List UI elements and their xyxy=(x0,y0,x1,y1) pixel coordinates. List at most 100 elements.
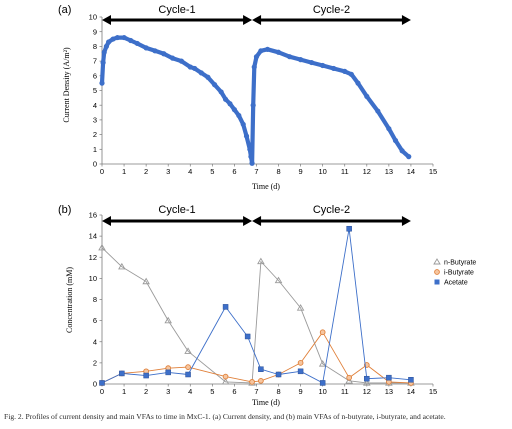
panel-b-x-tick-label: 12 xyxy=(363,387,371,396)
current-density-data-point xyxy=(375,108,381,114)
current-density-data-point xyxy=(103,43,110,50)
acetate-data-point xyxy=(319,380,326,386)
panel-a-y-tick-label: 8 xyxy=(93,42,97,51)
panel-a-y-tick-label: 1 xyxy=(93,145,97,154)
current-density-data-point xyxy=(331,65,337,72)
current-density-data-point xyxy=(342,68,348,74)
i-butyrate-data-point xyxy=(319,329,326,336)
n-butyrate-data-point xyxy=(118,262,126,270)
panel-a-y-tick-label: 7 xyxy=(93,57,97,66)
panel-b-cycle-label-2: Cycle-2 xyxy=(313,204,350,216)
current-density-data-point xyxy=(247,146,253,152)
panel-a-x-tick-label: 10 xyxy=(318,167,326,176)
n-butyrate-data-point xyxy=(318,360,327,367)
acetate-data-point xyxy=(165,369,171,376)
panel-a-x-tick-label: 7 xyxy=(254,167,258,176)
cycle-arrow-head-right xyxy=(243,216,253,226)
panel-b-x-tick-label: 1 xyxy=(122,387,126,396)
i-butyrate-data-point xyxy=(249,379,255,385)
current-density-data-point xyxy=(309,59,315,66)
current-density-data-point xyxy=(205,74,211,80)
current-density-data-point xyxy=(99,80,105,86)
current-density-data-point xyxy=(298,57,304,63)
panel-a-x-tick-label: 5 xyxy=(210,167,214,176)
acetate-data-point xyxy=(386,374,392,381)
panel-a-x-tick-label: 14 xyxy=(407,167,415,176)
panel-a-y-tick-label: 0 xyxy=(93,160,97,169)
panel-b-x-tick-label: 3 xyxy=(166,387,170,396)
current-density-data-point xyxy=(222,96,229,102)
current-density-data-point xyxy=(152,48,158,54)
current-density-data-point xyxy=(170,55,176,61)
current-density-data-point xyxy=(218,89,224,95)
panel-a-x-tick-label: 11 xyxy=(341,167,349,176)
n-butyrate-data-point xyxy=(98,243,106,251)
current-density-data-point xyxy=(100,59,106,66)
panel-a-x-tick-label: 3 xyxy=(166,167,170,176)
current-density-data-point xyxy=(258,48,264,54)
panel-b-x-tick-label: 5 xyxy=(210,387,214,396)
acetate-data-point xyxy=(119,370,125,377)
current-density-data-point xyxy=(264,46,271,52)
panel-b-y-tick-label: 10 xyxy=(89,274,97,283)
current-density-data-point xyxy=(106,39,112,45)
acetate-data-point xyxy=(275,371,282,378)
current-density-data-point xyxy=(392,137,399,144)
current-density-data-point xyxy=(240,121,246,127)
i-butyrate-data-point xyxy=(222,373,229,380)
n-butyrate-data-point xyxy=(363,379,371,386)
panel-b-x-tick-label: 13 xyxy=(385,387,393,396)
current-density-data-point xyxy=(251,64,257,70)
legend-label-i-butyrate: i-Butyrate xyxy=(444,270,474,277)
panel-a-y-tick-label: 2 xyxy=(93,130,97,139)
panel-a-cycle-label-2: Cycle-2 xyxy=(313,4,350,16)
i-butyrate-data-point xyxy=(297,360,304,366)
panel-a-y-tick-label: 4 xyxy=(93,101,97,110)
panel-a-x-tick-label: 9 xyxy=(299,167,303,176)
current-density-data-point xyxy=(406,154,412,160)
panel-b-x-tick-label: 8 xyxy=(276,387,280,396)
legend-item-acetate: Acetate xyxy=(434,279,468,287)
panel-a-y-axis-title: Current Density (A/m²) xyxy=(62,47,71,123)
panel-b-y-tick-label: 6 xyxy=(93,316,97,325)
panel-b-x-axis-title: Time (d) xyxy=(252,398,280,407)
panel-b-x-tick-label: 9 xyxy=(299,387,303,396)
n-butyrate-data-point xyxy=(184,347,192,354)
current-density-data-point xyxy=(320,62,326,69)
i-butyrate-data-point xyxy=(258,377,264,384)
panel-a-plot-area xyxy=(99,34,412,166)
panel-a-x-tick-label: 13 xyxy=(385,167,393,176)
panel-a-x-tick-label: 4 xyxy=(188,167,192,176)
cycle-arrow-head-left xyxy=(102,216,111,226)
current-density-data-point xyxy=(399,148,405,154)
i-butyrate-data-point xyxy=(346,374,352,381)
panel-b-y-tick-label: 2 xyxy=(93,358,97,367)
panel-b-cycle-arrows: Cycle-1 Cycle-2 xyxy=(102,204,411,226)
current-density-data-point xyxy=(386,126,392,132)
legend-marker-i-butyrate xyxy=(434,269,440,275)
panel-b-label: (b) xyxy=(58,204,71,216)
acetate-data-point xyxy=(258,366,264,372)
legend-label-n-butyrate: n-Butyrate xyxy=(444,260,476,267)
panel-a-cycle-arrow-2: Cycle-2 xyxy=(252,4,411,25)
i-butyrate-data-point xyxy=(185,364,191,370)
panel-a-y-tick-label: 10 xyxy=(89,13,97,22)
panel-a-y-tick-label: 5 xyxy=(93,86,97,95)
current-density-data-point xyxy=(128,37,134,44)
current-density-data-point xyxy=(198,70,204,76)
panel-a-x-axis-title: Time (d) xyxy=(252,182,280,191)
panel-b-y-tick-label: 8 xyxy=(93,295,97,304)
panel-a-label: (a) xyxy=(58,4,71,16)
current-density-data-point xyxy=(114,34,121,41)
current-density-data-point xyxy=(236,112,242,119)
current-density-data-point xyxy=(227,101,233,107)
cycle-arrow-head-left xyxy=(252,15,262,25)
acetate-data-point xyxy=(297,368,304,375)
cycle-arrow-head-left xyxy=(252,216,262,226)
current-density-data-point xyxy=(161,51,167,57)
panel-b-cycle-label-1: Cycle-1 xyxy=(158,204,195,216)
panel-a-x-tick-label: 1 xyxy=(122,167,126,176)
